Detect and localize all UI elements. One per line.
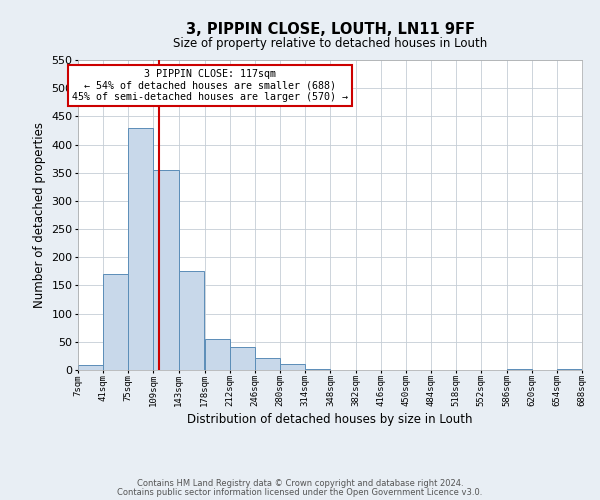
Text: 3, PIPPIN CLOSE, LOUTH, LN11 9FF: 3, PIPPIN CLOSE, LOUTH, LN11 9FF	[185, 22, 475, 38]
Bar	[128, 128, 154, 370]
Text: Contains HM Land Registry data © Crown copyright and database right 2024.: Contains HM Land Registry data © Crown c…	[137, 478, 463, 488]
X-axis label: Distribution of detached houses by size in Louth: Distribution of detached houses by size …	[187, 414, 473, 426]
Bar	[255, 358, 280, 370]
Y-axis label: Number of detached properties: Number of detached properties	[33, 122, 46, 308]
Bar	[205, 339, 230, 370]
Bar	[78, 366, 103, 370]
Text: 3 PIPPIN CLOSE: 117sqm
← 54% of detached houses are smaller (688)
45% of semi-de: 3 PIPPIN CLOSE: 117sqm ← 54% of detached…	[72, 69, 348, 102]
Text: Size of property relative to detached houses in Louth: Size of property relative to detached ho…	[173, 38, 487, 51]
Bar	[280, 364, 305, 370]
Text: Contains public sector information licensed under the Open Government Licence v3: Contains public sector information licen…	[118, 488, 482, 497]
Bar	[103, 274, 128, 370]
Bar	[154, 170, 179, 370]
Bar	[179, 272, 204, 370]
Bar	[230, 348, 255, 370]
